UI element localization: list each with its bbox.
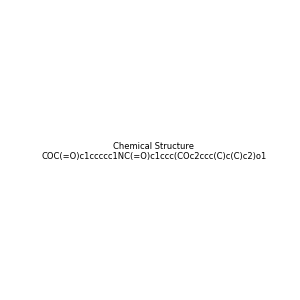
Text: Chemical Structure
COC(=O)c1ccccc1NC(=O)c1ccc(COc2ccc(C)c(C)c2)o1: Chemical Structure COC(=O)c1ccccc1NC(=O)… xyxy=(41,142,266,161)
